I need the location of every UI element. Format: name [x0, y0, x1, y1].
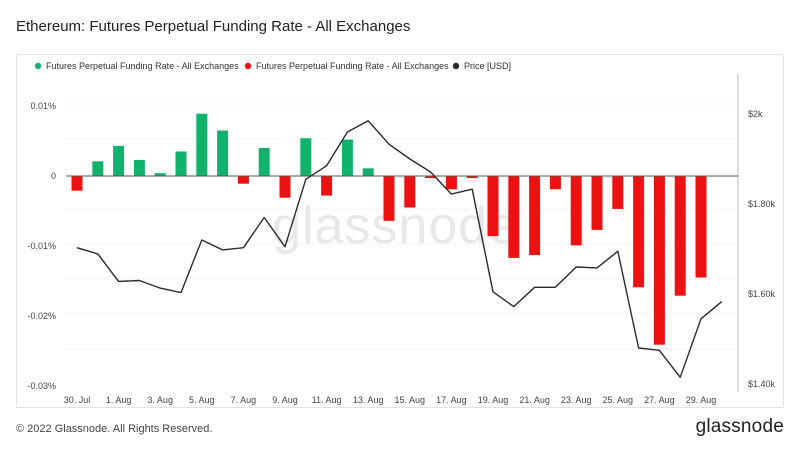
legend-label: Futures Perpetual Funding Rate - All Exc…	[256, 61, 449, 71]
legend-marker	[244, 62, 252, 70]
x-axis-label: 17. Aug	[436, 395, 467, 405]
left-axis-label: 0	[51, 171, 56, 181]
negative-bar	[466, 176, 478, 179]
positive-bar	[113, 145, 125, 176]
x-axis-label: 21. Aug	[519, 395, 550, 405]
negative-bar	[321, 176, 333, 196]
negative-bar	[71, 176, 83, 191]
negative-bar	[383, 176, 395, 221]
x-axis-label: 5. Aug	[189, 395, 215, 405]
x-axis-label: 11. Aug	[312, 395, 342, 405]
page-title: Ethereum: Futures Perpetual Funding Rate…	[16, 18, 411, 35]
negative-bar	[653, 176, 665, 345]
left-axis-label: -0.02%	[27, 311, 56, 321]
right-axis-label: $1.60k	[748, 289, 776, 299]
negative-bar	[549, 176, 561, 190]
legend-marker	[452, 62, 460, 70]
x-axis-label: 23. Aug	[561, 395, 592, 405]
x-axis-label: 29. Aug	[686, 395, 717, 405]
grid-lines	[66, 103, 738, 350]
negative-bar	[570, 176, 582, 246]
x-axis-label: 13. Aug	[353, 395, 384, 405]
positive-bar	[154, 173, 166, 176]
positive-bar	[258, 148, 270, 176]
negative-bar	[279, 176, 291, 198]
brand-logo: glassnode	[695, 416, 784, 437]
x-axis-label: 1. Aug	[106, 395, 132, 405]
x-axis-label: 3. Aug	[147, 395, 173, 405]
negative-bar	[404, 176, 416, 208]
negative-bar	[633, 176, 645, 288]
legend-label: Futures Perpetual Funding Rate - All Exc…	[46, 61, 239, 71]
x-axis-labels: 30. Jul 1. Aug 3. Aug 5. Aug 7. Aug 9. Aug 11.…	[64, 395, 717, 405]
legend: Futures Perpetual Funding Rate - All Exc…	[34, 61, 511, 71]
funding-bars	[71, 113, 707, 345]
x-axis-label: 9. Aug	[272, 395, 298, 405]
positive-bar	[300, 138, 312, 176]
positive-bar	[133, 159, 145, 176]
price-line	[76, 120, 723, 378]
x-axis-label: 27. Aug	[644, 395, 675, 405]
positive-bar	[217, 130, 229, 176]
negative-bar	[695, 176, 707, 278]
right-axis-labels: $2k $1.80k $1.60k $1.40k	[748, 109, 776, 389]
legend-marker	[34, 62, 42, 70]
right-axis-label: $1.40k	[748, 379, 776, 389]
x-axis-label: 15. Aug	[395, 395, 426, 405]
negative-bar	[425, 176, 437, 179]
chart-frame	[16, 54, 784, 408]
positive-bar	[175, 151, 187, 176]
negative-bar	[612, 176, 624, 209]
legend-label: Price [USD]	[464, 61, 511, 71]
x-axis-label: 25. Aug	[603, 395, 634, 405]
positive-bar	[341, 139, 353, 176]
right-axis-label: $2k	[748, 109, 763, 119]
positive-bar	[196, 113, 208, 176]
negative-bar	[508, 176, 520, 258]
left-axis-label: -0.01%	[27, 241, 56, 251]
x-axis-label: 19. Aug	[478, 395, 509, 405]
left-axis-label: 0.01%	[30, 101, 56, 111]
negative-bar	[487, 176, 499, 237]
negative-bar	[445, 176, 457, 190]
negative-bar	[674, 176, 686, 296]
positive-bar	[92, 161, 104, 176]
x-axis-label: 30. Jul	[64, 395, 91, 405]
copyright-footer: © 2022 Glassnode. All Rights Reserved.	[16, 423, 213, 435]
negative-bar	[591, 176, 603, 230]
left-axis-labels: 0.01% 0 -0.01% -0.02% -0.03%	[27, 101, 56, 391]
left-axis-label: -0.03%	[27, 381, 56, 391]
positive-bar	[362, 168, 374, 176]
x-axis-label: 7. Aug	[231, 395, 257, 405]
negative-bar	[237, 176, 249, 184]
right-axis-label: $1.80k	[748, 199, 776, 209]
negative-bar	[529, 176, 541, 256]
